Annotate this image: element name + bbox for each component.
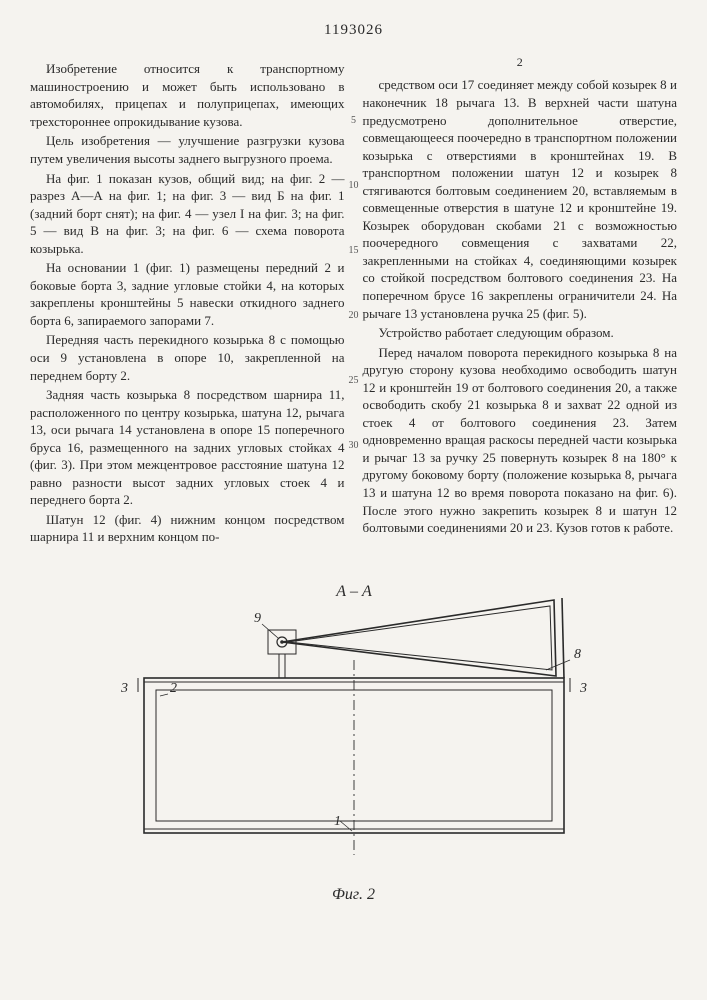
line-number: 30 — [347, 439, 361, 453]
figure-2: А – А 9 8 3 2 3 1 Фиг. 2 — [30, 578, 677, 906]
column-left: Изобретение относится к транспортному ма… — [30, 54, 345, 548]
figure-svg: А – А 9 8 3 2 3 1 — [84, 578, 624, 878]
paragraph: На фиг. 1 показан кузов, общий вид; на ф… — [30, 170, 345, 258]
column-right-label: 2 — [363, 54, 678, 70]
paragraph: Цель изобретения — улучшение разгрузки к… — [30, 132, 345, 167]
text-columns: 5 10 15 20 25 30 Изобретение относится к тран… — [30, 54, 677, 548]
figure-caption: Фиг. 2 — [30, 884, 677, 906]
paragraph: Шатун 12 (фиг. 4) нижним концом посредст… — [30, 511, 345, 546]
svg-text:2: 2 — [170, 681, 177, 696]
paragraph: Устройство работает следующим образом. — [363, 324, 678, 342]
page-number: 1193026 — [30, 20, 677, 40]
paragraph: средством оси 17 соединяет между собой к… — [363, 76, 678, 322]
paragraph: На основании 1 (фиг. 1) размещены передн… — [30, 259, 345, 329]
svg-text:9: 9 — [254, 611, 261, 626]
column-left-body: Изобретение относится к транспортному ма… — [30, 60, 345, 546]
line-number: 10 — [347, 179, 361, 193]
paragraph: Перед началом поворота перекидного козыр… — [363, 344, 678, 537]
svg-text:3: 3 — [579, 681, 587, 696]
svg-text:1: 1 — [334, 814, 341, 829]
line-number: 5 — [347, 114, 361, 128]
svg-text:8: 8 — [574, 647, 581, 662]
line-number: 15 — [347, 244, 361, 258]
column-right: 2 средством оси 17 соединяет между собой… — [363, 54, 678, 548]
line-number: 20 — [347, 309, 361, 323]
column-right-body: средством оси 17 соединяет между собой к… — [363, 76, 678, 536]
paragraph: Изобретение относится к транспортному ма… — [30, 60, 345, 130]
svg-text:3: 3 — [120, 681, 128, 696]
svg-text:А – А: А – А — [335, 583, 372, 600]
paragraph: Задняя часть козырька 8 посредством шарн… — [30, 386, 345, 509]
paragraph: Передняя часть перекидного козырька 8 с … — [30, 331, 345, 384]
line-number: 25 — [347, 374, 361, 388]
